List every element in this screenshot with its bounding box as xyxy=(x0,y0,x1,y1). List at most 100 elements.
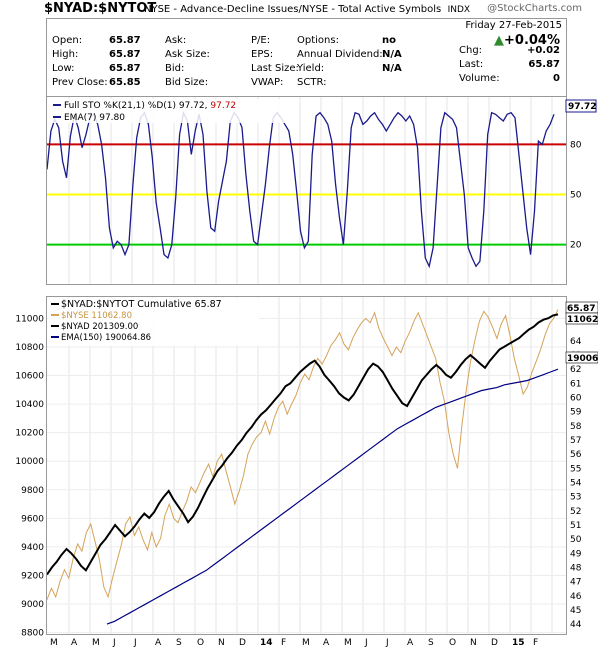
left-ytick: 10600 xyxy=(15,372,44,382)
x-tick-label: N xyxy=(470,638,477,648)
main-last-box xyxy=(565,301,598,314)
x-tick-label: A xyxy=(407,638,414,648)
main-last-box xyxy=(565,312,598,325)
quote-value-col5-2: 0 xyxy=(553,73,560,84)
quote-value-col1-2: 65.87 xyxy=(109,63,141,74)
sto-last-box xyxy=(565,99,597,113)
quote-label-col1-2: Low: xyxy=(52,63,75,74)
x-tick-label: J xyxy=(385,638,389,648)
sto-last-tag: 97.72 xyxy=(565,99,597,113)
sto-legend-text: EMA(7) 97.80 xyxy=(64,113,125,123)
quote-value-col5-1: 65.87 xyxy=(528,59,560,70)
quote-value-col5-0: +0.02 xyxy=(526,45,560,56)
sto-legend-text: Full STO %K(21,1) %D(1) 97.72, 97.72 xyxy=(64,101,236,111)
x-tick-label: J xyxy=(364,638,368,648)
main-last-text: 11062 xyxy=(567,315,598,325)
x-tick-label: A xyxy=(155,638,162,648)
x-tick-label: 14 xyxy=(260,638,273,648)
quote-value-col4-1: N/A xyxy=(382,49,402,60)
nyad-line xyxy=(46,313,559,576)
main-legend-text: $NYAD 201309.00 xyxy=(61,322,138,332)
right-ytick: 63 xyxy=(570,351,581,361)
right-ytick: 56 xyxy=(570,450,582,460)
sto-legend-bg xyxy=(51,99,291,123)
left-ytick: 9200 xyxy=(21,571,44,581)
sto-legend: Full STO %K(21,1) %D(1) 97.72, 97.72 EMA(… xyxy=(51,99,291,123)
quote-label-col3-1: EPS: xyxy=(251,49,274,60)
x-tick-label: F xyxy=(533,638,538,648)
x-tick-label: M xyxy=(302,638,310,648)
quote-label-col3-2: Last Size: xyxy=(251,63,299,74)
x-tick-label: M xyxy=(50,638,58,648)
nyse-line xyxy=(46,309,559,600)
ema-line xyxy=(106,368,559,625)
x-tick-label: M xyxy=(344,638,352,648)
right-ytick: 48 xyxy=(570,563,582,573)
main-last-tag: 19006 xyxy=(565,351,598,364)
change-pct-text: +0.04% xyxy=(504,33,560,48)
left-ytick: 10800 xyxy=(15,343,44,353)
right-ytick: 64 xyxy=(570,337,582,347)
left-ytick: 10000 xyxy=(15,457,44,467)
symbol-title: $NYAD:$NYTOT xyxy=(44,1,157,16)
right-ytick: 60 xyxy=(570,394,582,404)
main-legend-bg xyxy=(49,298,259,346)
quote-label-col2-1: Ask Size: xyxy=(165,49,210,60)
right-ytick: 44 xyxy=(570,620,582,630)
up-arrow-icon: ▲ xyxy=(494,33,504,48)
right-ytick: 47 xyxy=(570,578,581,588)
main-legend-text: $NYSE 11062.80 xyxy=(61,311,132,321)
left-ytick: 8800 xyxy=(21,629,44,639)
right-ytick: 45 xyxy=(570,606,581,616)
x-tick-label: D xyxy=(239,638,246,648)
right-ytick: 50 xyxy=(570,535,582,545)
sto-ytick: 80 xyxy=(570,140,582,150)
right-ytick: 55 xyxy=(570,464,581,474)
quote-label-col2-2: Bid: xyxy=(165,63,185,74)
quote-value-col1-3: 65.85 xyxy=(109,77,141,88)
right-ytick: 52 xyxy=(570,507,581,517)
quote-label-col2-3: Bid Size: xyxy=(165,77,209,88)
x-tick-label: O xyxy=(197,638,204,648)
sto-last-text: 97.72 xyxy=(568,102,596,112)
right-ytick: 49 xyxy=(570,549,582,559)
x-tick-label: O xyxy=(449,638,456,648)
price-chart: $NYAD:$NYTOT Cumulative 65.87$NYSE 11062… xyxy=(46,297,566,634)
main-last-tag: 11062 xyxy=(565,312,598,325)
quote-label-col3-0: P/E: xyxy=(251,35,271,46)
left-ytick: 9800 xyxy=(21,486,44,496)
main-legend: $NYAD:$NYTOT Cumulative 65.87$NYSE 11062… xyxy=(49,298,259,346)
exchange-text: INDX xyxy=(447,5,471,15)
quote-date: Friday 27-Feb-2015 xyxy=(465,20,562,31)
x-tick-label: 15 xyxy=(512,638,525,648)
x-tick-label: F xyxy=(281,638,286,648)
right-ytick: 53 xyxy=(570,493,581,503)
x-tick-label: N xyxy=(218,638,225,648)
right-ytick: 59 xyxy=(570,408,582,418)
quote-label-col2-0: Ask: xyxy=(165,35,187,46)
left-ytick: 10400 xyxy=(15,400,44,410)
stochastic-panel: Full STO %K(21,1) %D(1) 97.72, 97.72 EMA(… xyxy=(46,96,567,285)
main-legend-text: EMA(150) 190064.86 xyxy=(61,333,151,343)
price-panel: $NYAD:$NYTOT Cumulative 65.87 $NYSE 11062… xyxy=(46,296,567,635)
left-ytick: 9600 xyxy=(21,514,44,524)
sto-ytick: 50 xyxy=(570,191,582,201)
x-tick-label: M xyxy=(92,638,100,648)
main-last-text: 19006 xyxy=(567,354,598,364)
quote-value-col4-0: no xyxy=(382,35,396,46)
x-tick-label: A xyxy=(71,638,78,648)
right-ytick: 51 xyxy=(570,521,581,531)
stockcharts-credit[interactable]: @StockCharts.com xyxy=(487,3,582,14)
main-last-text: 65.87 xyxy=(567,304,595,314)
x-tick-label: S xyxy=(428,638,434,648)
symbol-description: NYSE - Advance-Decline Issues/NYSE - Tot… xyxy=(144,4,470,15)
right-ytick: 58 xyxy=(570,422,582,432)
sto-k-line xyxy=(46,110,555,269)
quote-label-col5-2: Volume: xyxy=(459,73,500,84)
x-tick-label: J xyxy=(133,638,137,648)
left-ytick: 11000 xyxy=(15,314,44,324)
main-legend-text: $NYAD:$NYTOT Cumulative 65.87 xyxy=(61,299,222,310)
quote-label-col1-0: Open: xyxy=(52,35,83,46)
left-ytick: 9400 xyxy=(21,543,44,553)
right-ytick: 62 xyxy=(570,365,581,375)
